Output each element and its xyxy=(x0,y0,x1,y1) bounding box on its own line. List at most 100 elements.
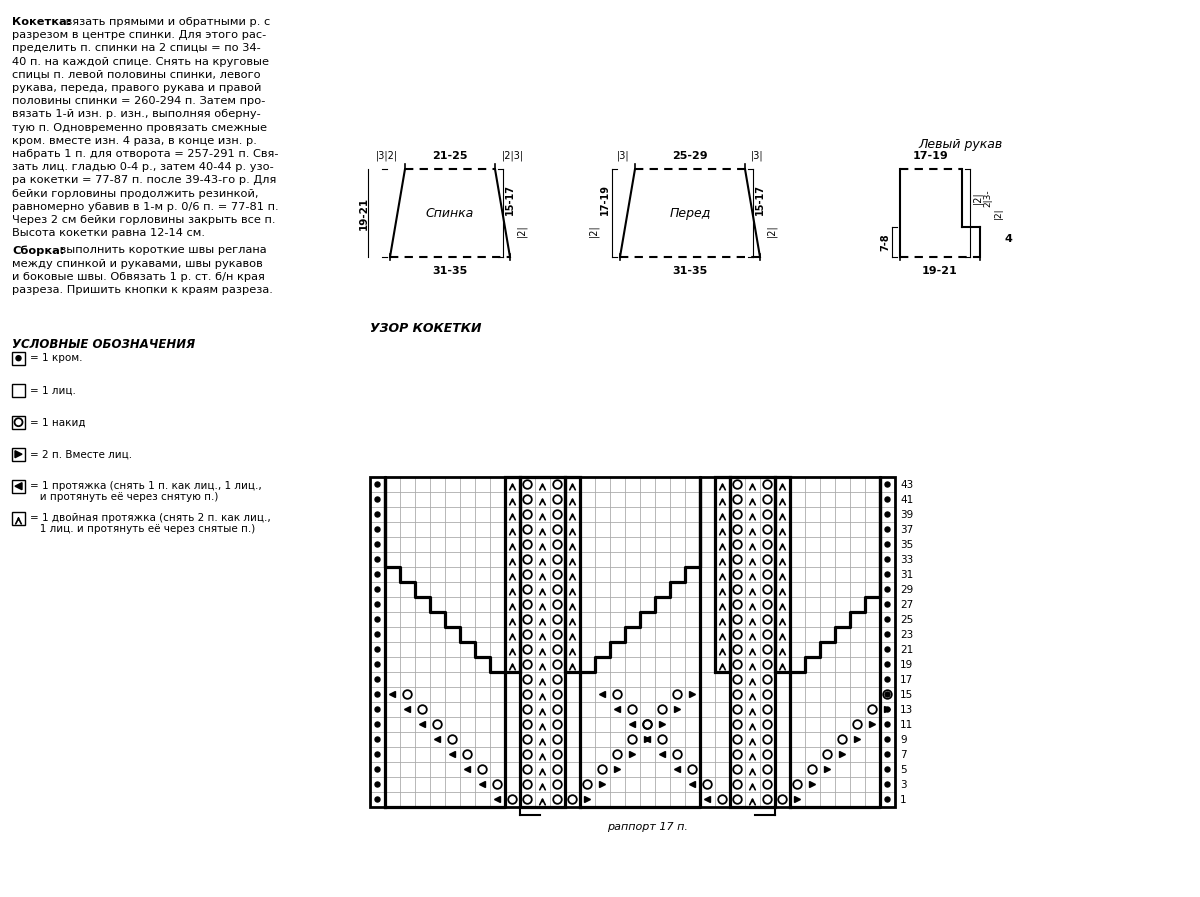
Bar xyxy=(535,792,550,807)
Bar xyxy=(730,792,745,807)
Bar xyxy=(820,582,835,597)
Bar xyxy=(865,792,880,807)
Bar xyxy=(475,597,490,612)
Bar xyxy=(775,762,790,777)
Bar xyxy=(535,717,550,732)
Bar xyxy=(595,582,610,597)
Bar xyxy=(370,747,385,762)
Bar xyxy=(865,597,880,612)
Bar xyxy=(550,597,565,612)
Bar xyxy=(520,507,535,522)
Bar xyxy=(610,642,625,657)
Bar xyxy=(835,582,850,597)
Bar xyxy=(580,522,595,537)
Bar xyxy=(880,492,895,507)
Bar xyxy=(370,657,385,672)
Text: вязать 1-й изн. р. изн., выполняя оберну-: вязать 1-й изн. р. изн., выполняя оберну… xyxy=(12,109,260,119)
Text: 29: 29 xyxy=(900,585,913,595)
Bar xyxy=(685,747,700,762)
Bar xyxy=(490,747,505,762)
Bar xyxy=(790,687,805,702)
Polygon shape xyxy=(870,721,876,727)
Text: раппорт 17 п.: раппорт 17 п. xyxy=(607,822,688,832)
Bar xyxy=(520,627,535,642)
Bar xyxy=(775,477,790,492)
Text: Перед: Перед xyxy=(670,206,710,220)
Bar xyxy=(370,792,385,807)
Bar xyxy=(670,552,685,567)
Bar xyxy=(625,627,640,642)
Bar xyxy=(790,747,805,762)
Bar xyxy=(670,492,685,507)
Bar xyxy=(805,762,820,777)
Bar xyxy=(805,627,820,642)
Text: 27: 27 xyxy=(900,599,913,609)
Bar xyxy=(745,792,760,807)
Bar xyxy=(415,717,430,732)
Bar xyxy=(700,552,715,567)
Bar xyxy=(700,537,715,552)
Bar xyxy=(565,597,580,612)
Bar xyxy=(835,522,850,537)
Bar xyxy=(535,627,550,642)
Bar xyxy=(640,687,655,702)
Bar xyxy=(595,552,610,567)
Circle shape xyxy=(374,602,380,607)
Bar xyxy=(685,492,700,507)
Bar xyxy=(475,567,490,582)
Bar xyxy=(685,702,700,717)
Bar xyxy=(505,642,520,657)
Bar xyxy=(700,687,715,702)
Bar xyxy=(625,582,640,597)
Bar xyxy=(685,672,700,687)
Bar xyxy=(535,657,550,672)
Bar xyxy=(760,507,775,522)
Bar xyxy=(550,477,565,492)
Bar xyxy=(820,747,835,762)
Bar xyxy=(505,747,520,762)
Bar xyxy=(565,477,580,672)
Bar xyxy=(790,702,805,717)
Bar xyxy=(655,642,670,657)
Bar xyxy=(640,732,655,747)
Bar xyxy=(865,642,880,657)
Text: Через 2 см бейки горловины закрыть все п.: Через 2 см бейки горловины закрыть все п… xyxy=(12,215,276,225)
Bar xyxy=(415,792,430,807)
Text: |2|: |2| xyxy=(972,192,983,205)
Text: 25: 25 xyxy=(900,614,913,624)
Bar xyxy=(835,507,850,522)
Bar xyxy=(505,702,520,717)
Bar xyxy=(655,747,670,762)
Bar xyxy=(475,672,490,687)
Bar xyxy=(535,687,550,702)
Bar xyxy=(880,522,895,537)
Text: = 1 накид: = 1 накид xyxy=(30,417,85,427)
Bar xyxy=(790,537,805,552)
Bar xyxy=(595,717,610,732)
Bar xyxy=(655,777,670,792)
Circle shape xyxy=(374,482,380,487)
Bar xyxy=(745,597,760,612)
Bar xyxy=(715,477,730,672)
Polygon shape xyxy=(644,736,650,743)
Bar xyxy=(475,612,490,627)
Circle shape xyxy=(886,767,890,772)
Bar xyxy=(730,537,745,552)
Bar xyxy=(790,762,805,777)
Bar xyxy=(400,672,415,687)
Text: Спинка: Спинка xyxy=(426,206,474,220)
Bar xyxy=(850,582,865,597)
Bar xyxy=(775,777,790,792)
Bar xyxy=(655,627,670,642)
Bar xyxy=(850,657,865,672)
Bar xyxy=(595,522,610,537)
Bar xyxy=(400,522,415,537)
Polygon shape xyxy=(614,707,620,712)
Bar xyxy=(655,762,670,777)
Text: 19-21: 19-21 xyxy=(359,196,370,230)
Text: 13: 13 xyxy=(900,704,913,715)
Bar xyxy=(775,612,790,627)
Circle shape xyxy=(374,752,380,757)
Bar xyxy=(730,582,745,597)
Bar xyxy=(850,522,865,537)
